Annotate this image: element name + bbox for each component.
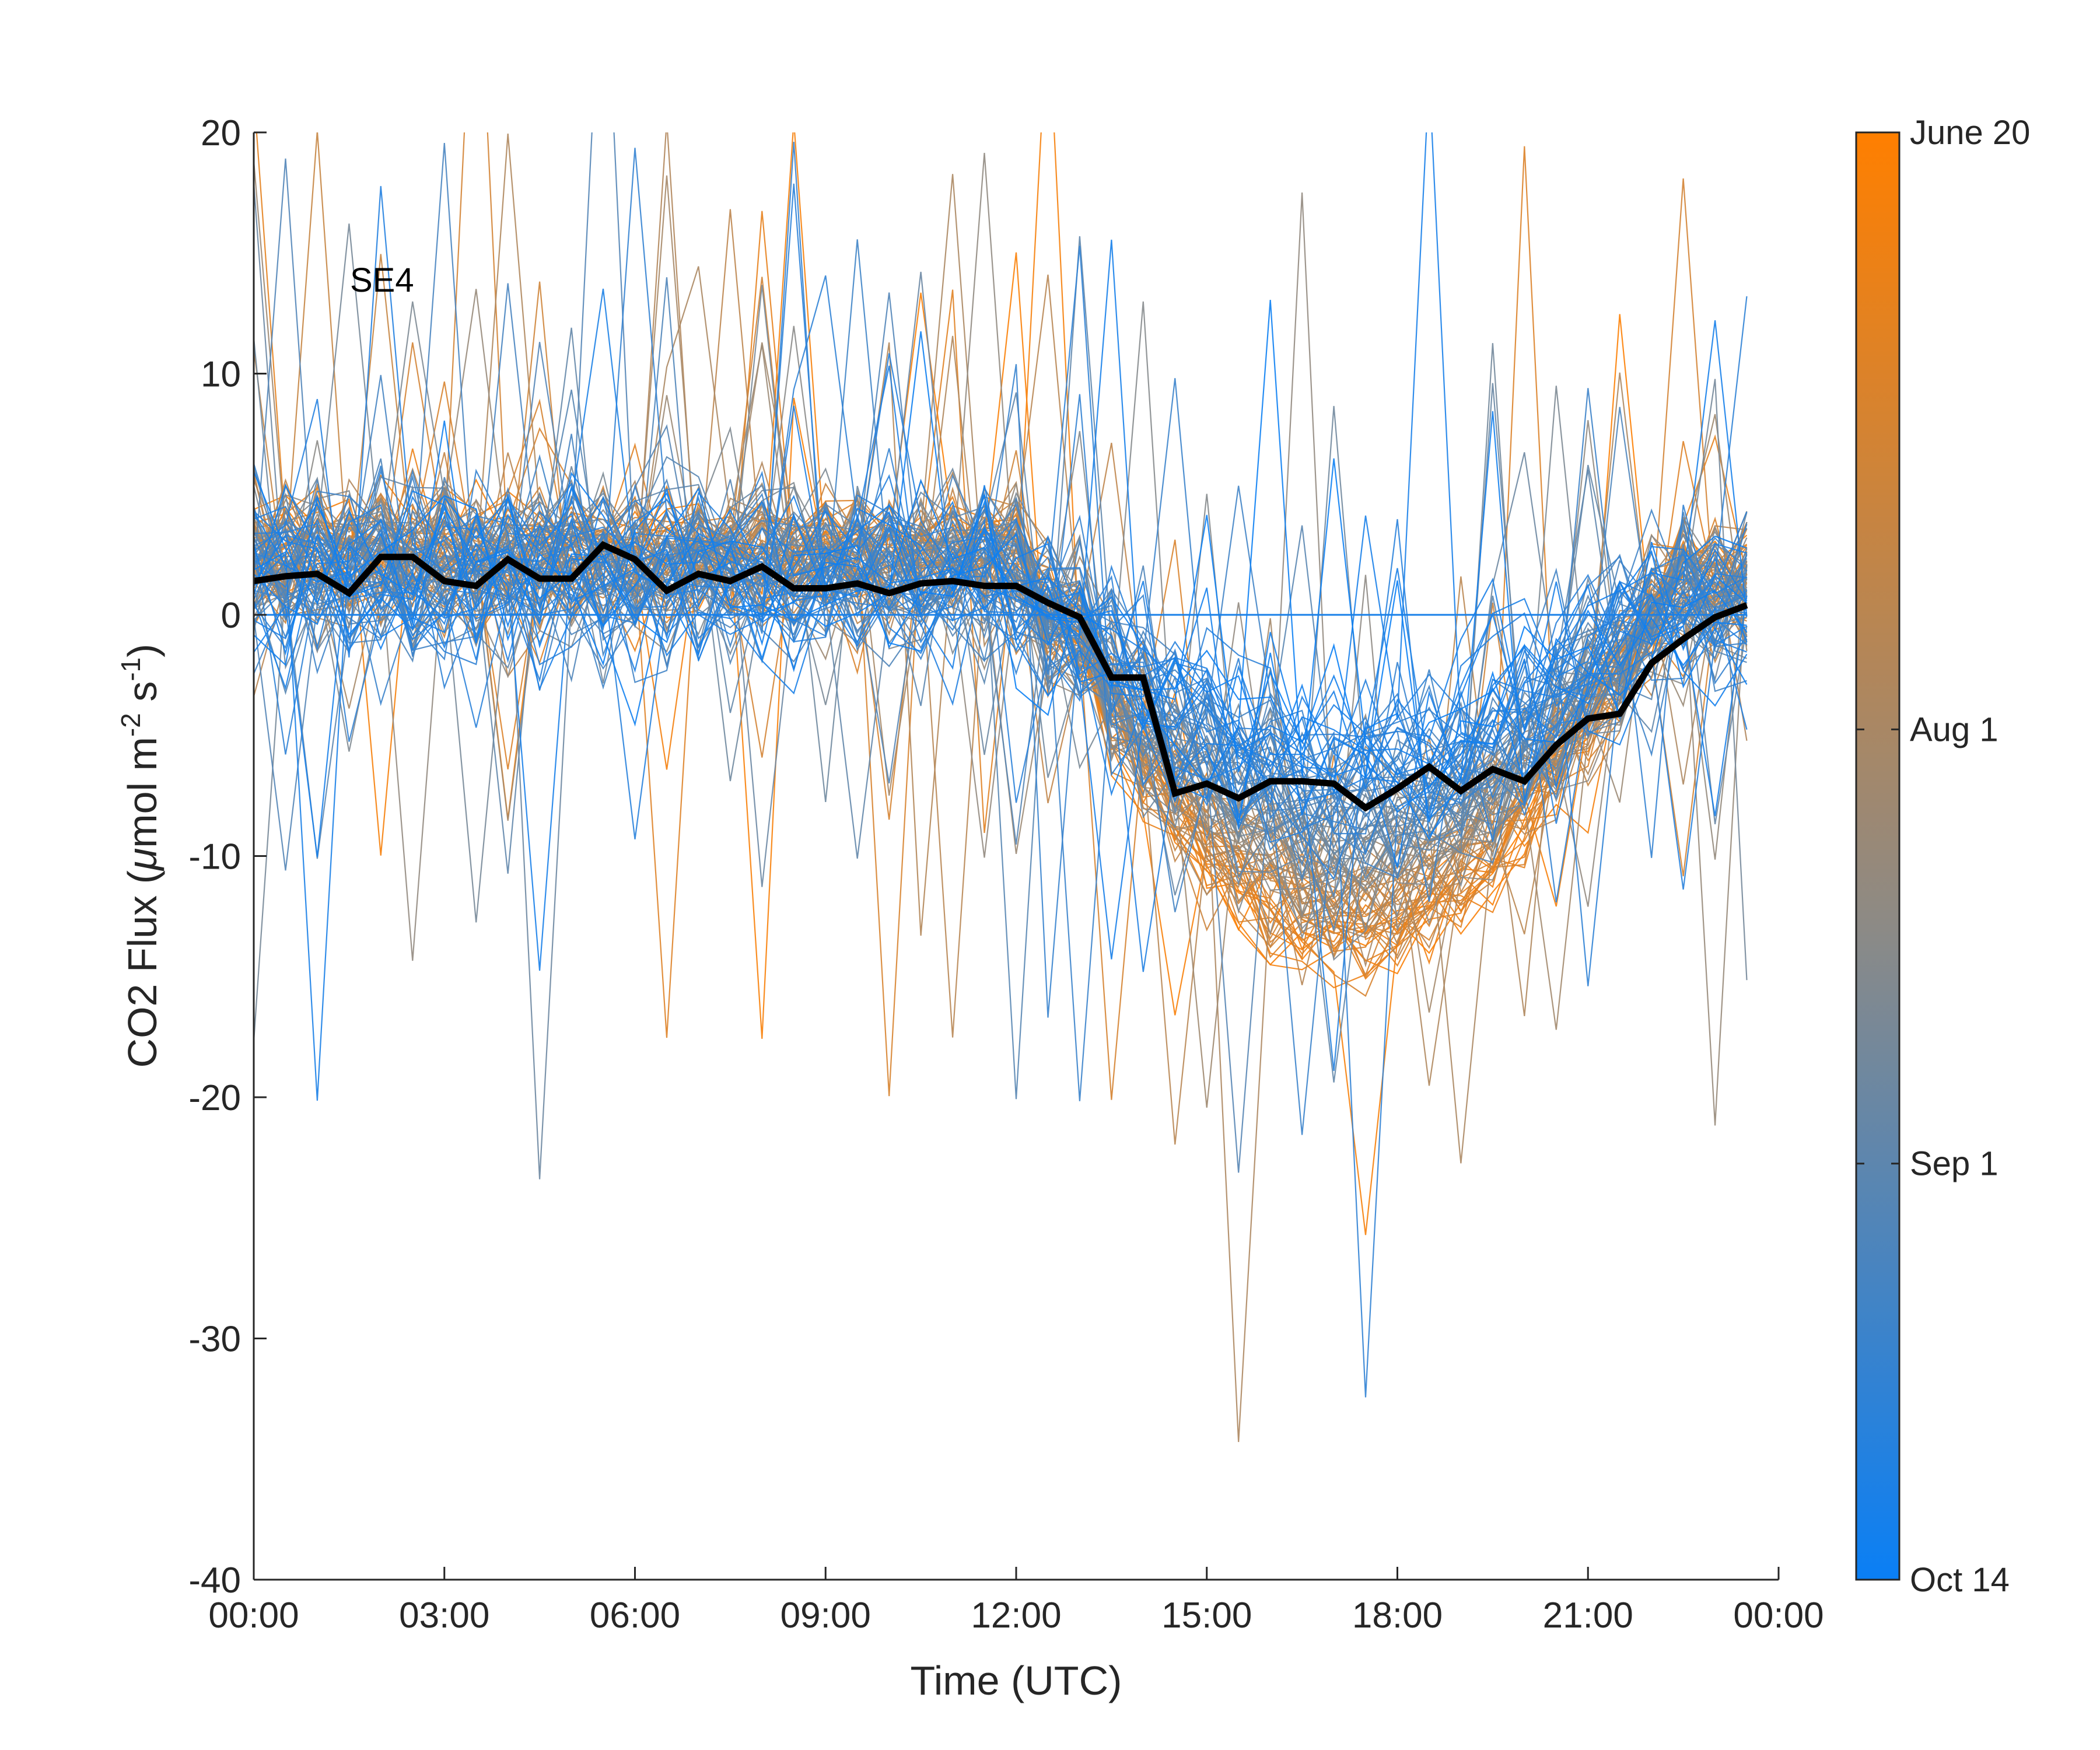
daily-flux-line — [254, 492, 1748, 822]
daily-flux-line — [254, 300, 1747, 841]
y-label-part: ) — [120, 644, 165, 657]
colorbar-label: Oct 14 — [1910, 1561, 2010, 1599]
colorbar-ticks: June 20 Aug 1 Sep 1 Oct 14 — [1856, 114, 2030, 1599]
y-label-sup: -1 — [116, 657, 146, 681]
y-tick-label: 20 — [201, 113, 241, 153]
x-tick-label: 18:00 — [1352, 1595, 1443, 1636]
y-tick-label: -20 — [188, 1078, 241, 1118]
y-tick-label: 10 — [201, 355, 241, 395]
site-annotation: SE4 — [350, 261, 414, 299]
x-tick-label: 06:00 — [590, 1595, 680, 1636]
x-tick-label: 03:00 — [399, 1595, 489, 1636]
colorbar-label: June 20 — [1910, 114, 2030, 152]
colorbar — [1855, 131, 1901, 1581]
daily-flux-line — [254, 236, 1748, 874]
y-ticks: -40 -30 -20 -10 0 10 20 — [188, 113, 267, 1601]
colorbar-label: Sep 1 — [1910, 1145, 1999, 1183]
daily-flux-line — [254, 517, 1748, 870]
y-tick-label: -10 — [188, 837, 241, 877]
daily-flux-line — [254, 421, 1748, 794]
colorbar-label: Aug 1 — [1910, 710, 1999, 748]
x-tick-label: 09:00 — [780, 1595, 871, 1636]
daily-flux-line — [254, 484, 1748, 855]
mean-flux-line — [254, 541, 1748, 812]
y-label-part: mol m — [120, 737, 165, 848]
y-tick-label: -30 — [188, 1320, 241, 1360]
daily-flux-line — [254, 288, 1747, 799]
x-tick-label: 00:00 — [1733, 1595, 1824, 1636]
x-ticks: 00:00 03:00 06:00 09:00 12:00 15:00 18:00 21:00… — [208, 1567, 1824, 1636]
daily-flux-line — [254, 485, 1748, 1101]
y-label-part: s — [120, 681, 165, 713]
daily-flux-line — [254, 186, 1748, 804]
daily-flux-line — [254, 509, 1747, 898]
x-tick-label: 21:00 — [1543, 1595, 1633, 1636]
daily-flux-line — [254, 483, 1747, 778]
y-axis-label: CO2 Flux (μmol m-2 s-1) — [116, 644, 165, 1068]
y-label-mu: μ — [120, 848, 165, 872]
y-label-sup: -2 — [116, 713, 146, 737]
x-axis-label: Time (UTC) — [911, 1658, 1122, 1703]
y-label-part: CO2 Flux ( — [120, 870, 165, 1068]
daily-flux-line — [254, 496, 1748, 967]
y-tick-label: -40 — [188, 1560, 241, 1601]
y-tick-label: 0 — [221, 596, 241, 636]
x-tick-label: 15:00 — [1161, 1595, 1252, 1636]
x-tick-label: 00:00 — [208, 1595, 299, 1636]
x-tick-label: 12:00 — [971, 1595, 1061, 1636]
